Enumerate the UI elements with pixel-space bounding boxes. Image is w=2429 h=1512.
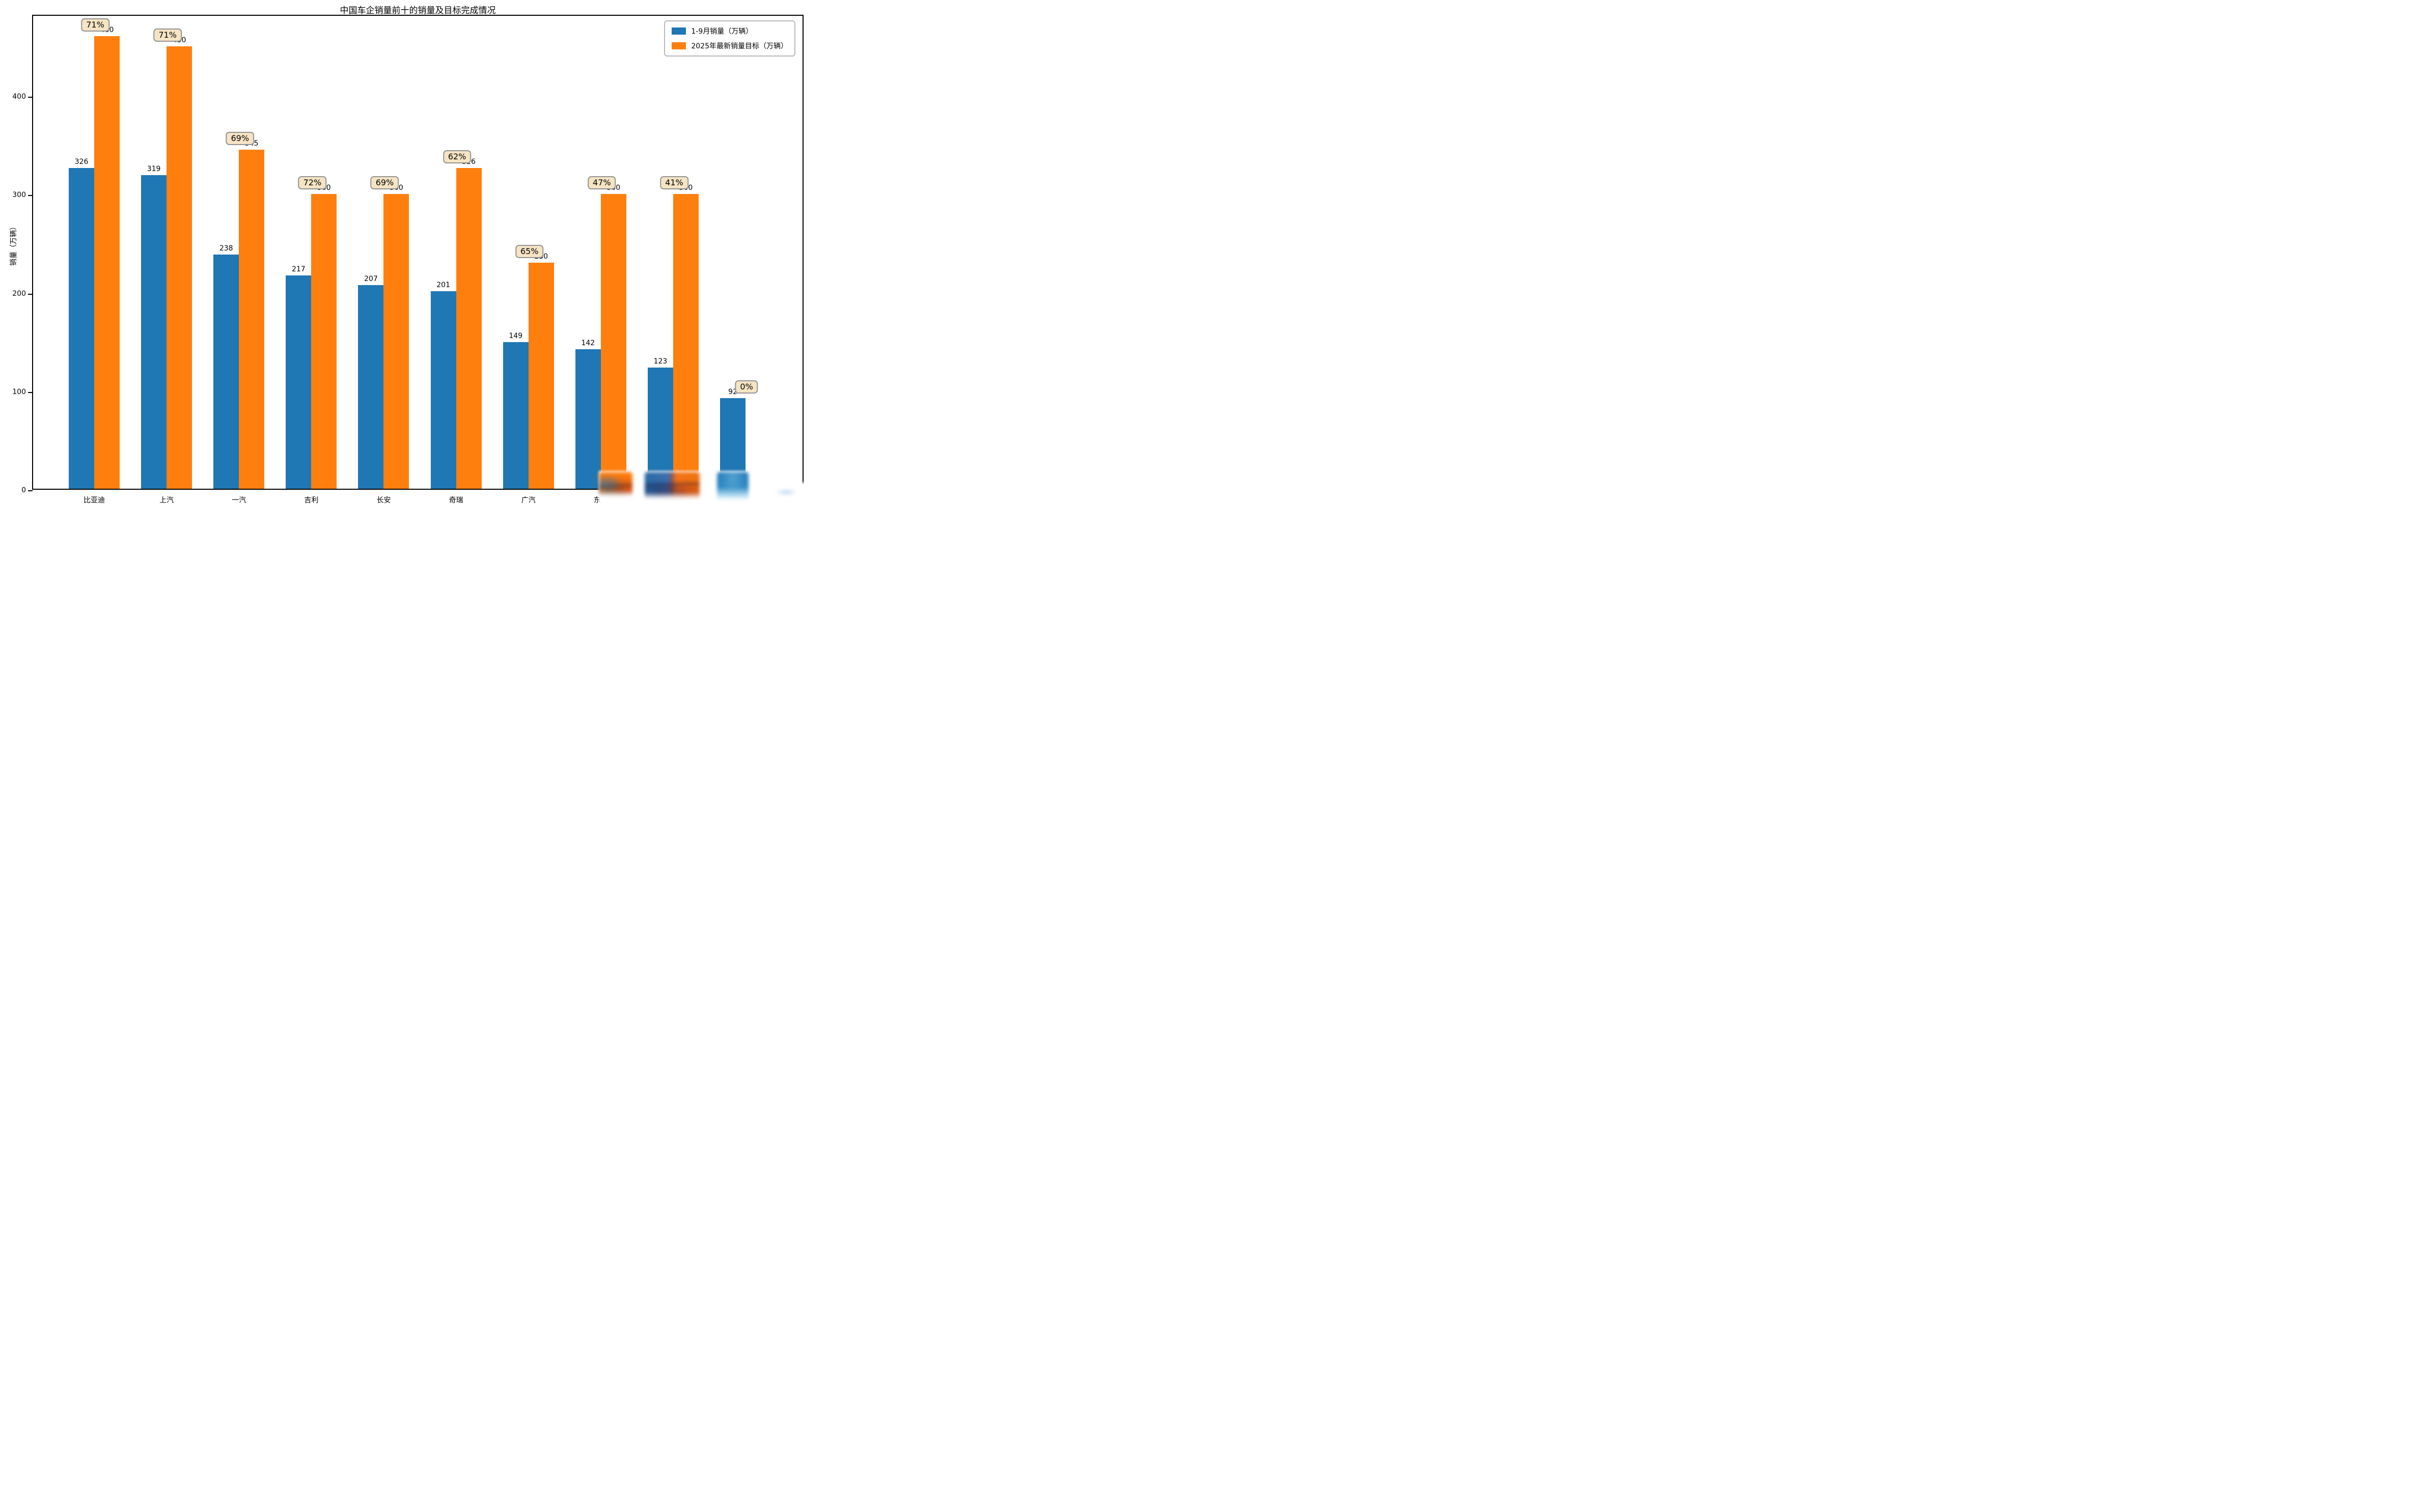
blur-smudge-blue <box>717 472 749 501</box>
sales-bar <box>141 175 167 489</box>
legend-item-sales: 1-9月销量（万辆） <box>672 26 788 36</box>
sales-bar <box>358 285 384 489</box>
chart-title: 中国车企销量前十的销量及目标完成情况 <box>340 6 496 16</box>
sales-value-label: 238 <box>219 244 233 253</box>
x-tick-label: 比亚迪 <box>84 496 105 504</box>
sales-bar <box>69 168 94 489</box>
legend: 1-9月销量（万辆） 2025年最新销量目标（万辆） <box>664 20 795 57</box>
sales-bar <box>430 291 456 489</box>
target-bar <box>167 46 192 489</box>
sales-bar <box>213 255 239 489</box>
completion-badge: 47% <box>588 176 616 189</box>
y-tick-label: 300 <box>12 191 26 200</box>
sales-value-label: 201 <box>436 281 450 289</box>
sales-value-label: 142 <box>581 339 595 347</box>
target-bar <box>383 193 409 489</box>
legend-swatch-orange <box>672 42 686 49</box>
legend-label: 1-9月销量（万辆） <box>691 27 753 36</box>
y-tick-label: 200 <box>12 289 26 298</box>
completion-badge: 65% <box>515 244 544 258</box>
completion-badge: 71% <box>81 18 109 32</box>
target-bar <box>94 36 120 489</box>
sales-bar <box>575 349 601 489</box>
sales-bar <box>647 368 673 489</box>
completion-badge: 41% <box>660 176 688 189</box>
legend-label: 2025年最新销量目标（万辆） <box>691 42 788 50</box>
completion-badge: 0% <box>735 380 758 394</box>
y-tick-label: 400 <box>12 93 26 101</box>
y-tick-mark <box>28 293 33 295</box>
sales-value-label: 149 <box>509 332 523 341</box>
y-tick-mark <box>28 391 33 393</box>
y-tick-mark <box>28 195 33 197</box>
completion-badge: 71% <box>153 28 182 42</box>
x-tick-label: 一汽 <box>232 496 246 504</box>
blur-smudge-orange <box>599 472 632 497</box>
y-tick-label: 100 <box>12 387 26 396</box>
sales-value-label: 319 <box>147 164 161 173</box>
y-axis-label: 销量（万辆） <box>10 223 18 266</box>
sales-value-label: 207 <box>364 275 378 284</box>
completion-badge: 72% <box>298 176 327 189</box>
x-tick-label: 吉利 <box>304 496 319 504</box>
y-tick-label: 0 <box>21 486 26 494</box>
sales-value-label: 217 <box>291 265 306 273</box>
target-bar <box>456 168 482 489</box>
plot-area: 32646071%31945071%23834569%21730072%2073… <box>12 15 804 504</box>
legend-item-target: 2025年最新销量目标（万辆） <box>672 41 788 51</box>
legend-swatch-blue <box>672 27 686 35</box>
blur-smudge-blue-orange <box>645 472 700 499</box>
x-tick-label: 长安 <box>376 496 391 504</box>
x-tick-label: 奇瑞 <box>449 496 463 504</box>
completion-badge: 69% <box>370 176 399 189</box>
completion-badge: 69% <box>226 131 255 145</box>
figure: 中国车企销量前十的销量及目标完成情况 销量（万辆） 32646071%31945… <box>0 0 810 504</box>
sales-value-label: 123 <box>653 357 668 366</box>
y-tick-mark <box>28 490 33 491</box>
x-tick-label: 广汽 <box>521 496 536 504</box>
x-tick-label: 上汽 <box>159 496 174 504</box>
target-bar <box>600 193 626 489</box>
target-bar <box>528 262 554 489</box>
y-tick-mark <box>28 97 33 98</box>
completion-badge: 62% <box>443 150 472 164</box>
sales-bar <box>286 275 312 489</box>
target-bar <box>239 149 265 489</box>
blur-smudge-wisp <box>775 489 797 496</box>
target-bar <box>673 193 699 489</box>
sales-bar <box>503 342 529 489</box>
target-bar <box>311 193 337 489</box>
sales-value-label: 326 <box>74 158 89 166</box>
